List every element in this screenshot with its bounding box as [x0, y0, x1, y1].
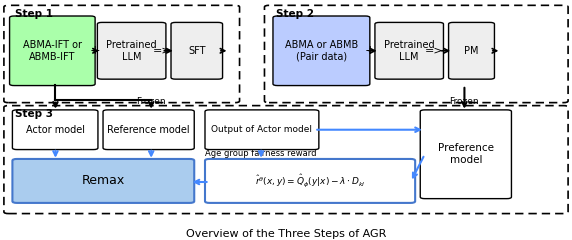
- Text: Pretrained
LLM: Pretrained LLM: [384, 40, 435, 62]
- FancyBboxPatch shape: [103, 110, 194, 150]
- Text: Actor model: Actor model: [26, 125, 85, 135]
- FancyBboxPatch shape: [13, 110, 98, 150]
- Text: =>: =>: [153, 46, 172, 56]
- Text: Pretrained
LLM: Pretrained LLM: [106, 40, 157, 62]
- FancyBboxPatch shape: [205, 110, 319, 150]
- FancyBboxPatch shape: [375, 22, 443, 79]
- FancyBboxPatch shape: [273, 16, 370, 86]
- Text: Step 3: Step 3: [15, 109, 53, 119]
- Text: SFT: SFT: [188, 46, 205, 56]
- Text: Remax: Remax: [82, 174, 125, 187]
- Text: Reference model: Reference model: [108, 125, 190, 135]
- Text: $\hat{r}^{\theta}(x,y)=\hat{Q}_{\phi}(y|x)-\lambda\cdot D_{kl}$: $\hat{r}^{\theta}(x,y)=\hat{Q}_{\phi}(y|…: [255, 173, 366, 189]
- Text: +: +: [89, 44, 100, 57]
- Text: Frozen: Frozen: [450, 97, 479, 107]
- Text: Output of Actor model: Output of Actor model: [212, 125, 312, 134]
- Text: Overview of the Three Steps of AGR: Overview of the Three Steps of AGR: [186, 229, 386, 239]
- FancyBboxPatch shape: [13, 159, 194, 203]
- FancyBboxPatch shape: [448, 22, 494, 79]
- Text: ABMA or ABMB
(Pair data): ABMA or ABMB (Pair data): [285, 40, 358, 62]
- FancyBboxPatch shape: [205, 159, 415, 203]
- Text: Frozen: Frozen: [136, 97, 166, 107]
- FancyBboxPatch shape: [97, 22, 166, 79]
- FancyBboxPatch shape: [420, 110, 511, 199]
- FancyBboxPatch shape: [171, 22, 223, 79]
- Text: ABMA-IFT or
ABMB-IFT: ABMA-IFT or ABMB-IFT: [23, 40, 82, 62]
- Text: PM: PM: [464, 46, 479, 56]
- Text: Step 2: Step 2: [276, 9, 314, 19]
- Text: =>: =>: [425, 46, 444, 56]
- Text: Step 1: Step 1: [15, 9, 53, 19]
- Text: +: +: [364, 44, 375, 57]
- Text: Preference
model: Preference model: [438, 144, 494, 165]
- FancyBboxPatch shape: [10, 16, 95, 86]
- Text: Age group fairness reward: Age group fairness reward: [205, 149, 316, 158]
